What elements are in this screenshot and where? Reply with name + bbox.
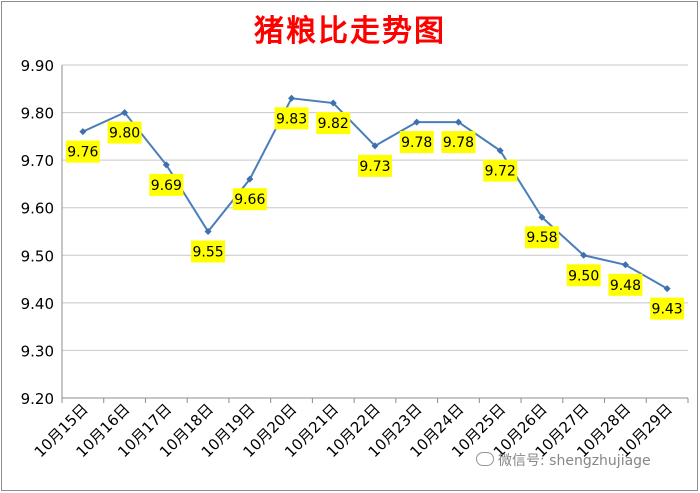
data-point: [246, 175, 254, 183]
data-label-box: [107, 121, 142, 144]
wechat-icon: [476, 452, 494, 466]
data-point: [538, 213, 546, 221]
data-label-box: [316, 112, 351, 135]
data-label-box: [191, 240, 226, 263]
data-point: [288, 94, 296, 102]
data-label-box: [399, 131, 434, 154]
data-label: 9.43: [652, 302, 683, 318]
data-point: [79, 128, 87, 136]
watermark: 微信号: shengzhujiage: [476, 450, 651, 470]
data-label-box: [149, 173, 184, 196]
data-label: 9.69: [151, 178, 182, 194]
watermark-text: 微信号: shengzhujiage: [498, 453, 651, 469]
data-label-box: [358, 154, 392, 177]
data-point: [621, 261, 629, 269]
data-point: [204, 228, 212, 235]
y-tick-label: 9.30: [21, 342, 54, 360]
data-point: [371, 142, 379, 150]
chart-title: 猪粮比走势图: [254, 14, 446, 49]
data-label: 9.78: [401, 135, 432, 151]
data-label: 9.82: [318, 116, 349, 132]
y-tick-label: 9.80: [21, 105, 54, 123]
y-tick-label: 9.50: [21, 247, 54, 265]
data-label: 9.72: [485, 164, 516, 180]
data-point: [121, 109, 129, 117]
data-label-box: [274, 107, 309, 130]
data-label: 9.78: [443, 135, 474, 151]
data-label-box: [650, 297, 685, 320]
data-label-box: [441, 131, 476, 154]
data-point: [413, 118, 421, 126]
data-point: [329, 99, 337, 107]
data-label-box: [65, 140, 100, 163]
data-label-box: [608, 273, 643, 296]
data-label: 9.80: [109, 126, 140, 142]
data-label: 9.55: [192, 245, 223, 261]
y-tick-label: 9.20: [21, 390, 54, 408]
data-label-box: [566, 264, 601, 287]
data-label-box: [232, 188, 267, 211]
y-tick-label: 9.60: [21, 200, 54, 218]
data-label-box: [524, 226, 559, 249]
data-point: [496, 147, 504, 155]
data-label: 9.83: [276, 111, 307, 127]
data-point: [580, 251, 588, 259]
data-label: 9.76: [67, 145, 98, 161]
data-point: [663, 285, 671, 293]
data-label: 9.48: [610, 278, 641, 294]
y-tick-label: 9.40: [21, 295, 54, 313]
data-label: 9.58: [526, 230, 557, 246]
data-label-box: [483, 159, 518, 182]
data-point: [162, 161, 170, 169]
y-tick-label: 9.70: [21, 152, 54, 170]
data-label: 9.66: [234, 192, 265, 208]
data-label: 9.73: [359, 159, 390, 175]
data-label: 9.50: [568, 268, 599, 284]
y-tick-label: 9.90: [21, 57, 54, 75]
data-point: [454, 118, 462, 126]
